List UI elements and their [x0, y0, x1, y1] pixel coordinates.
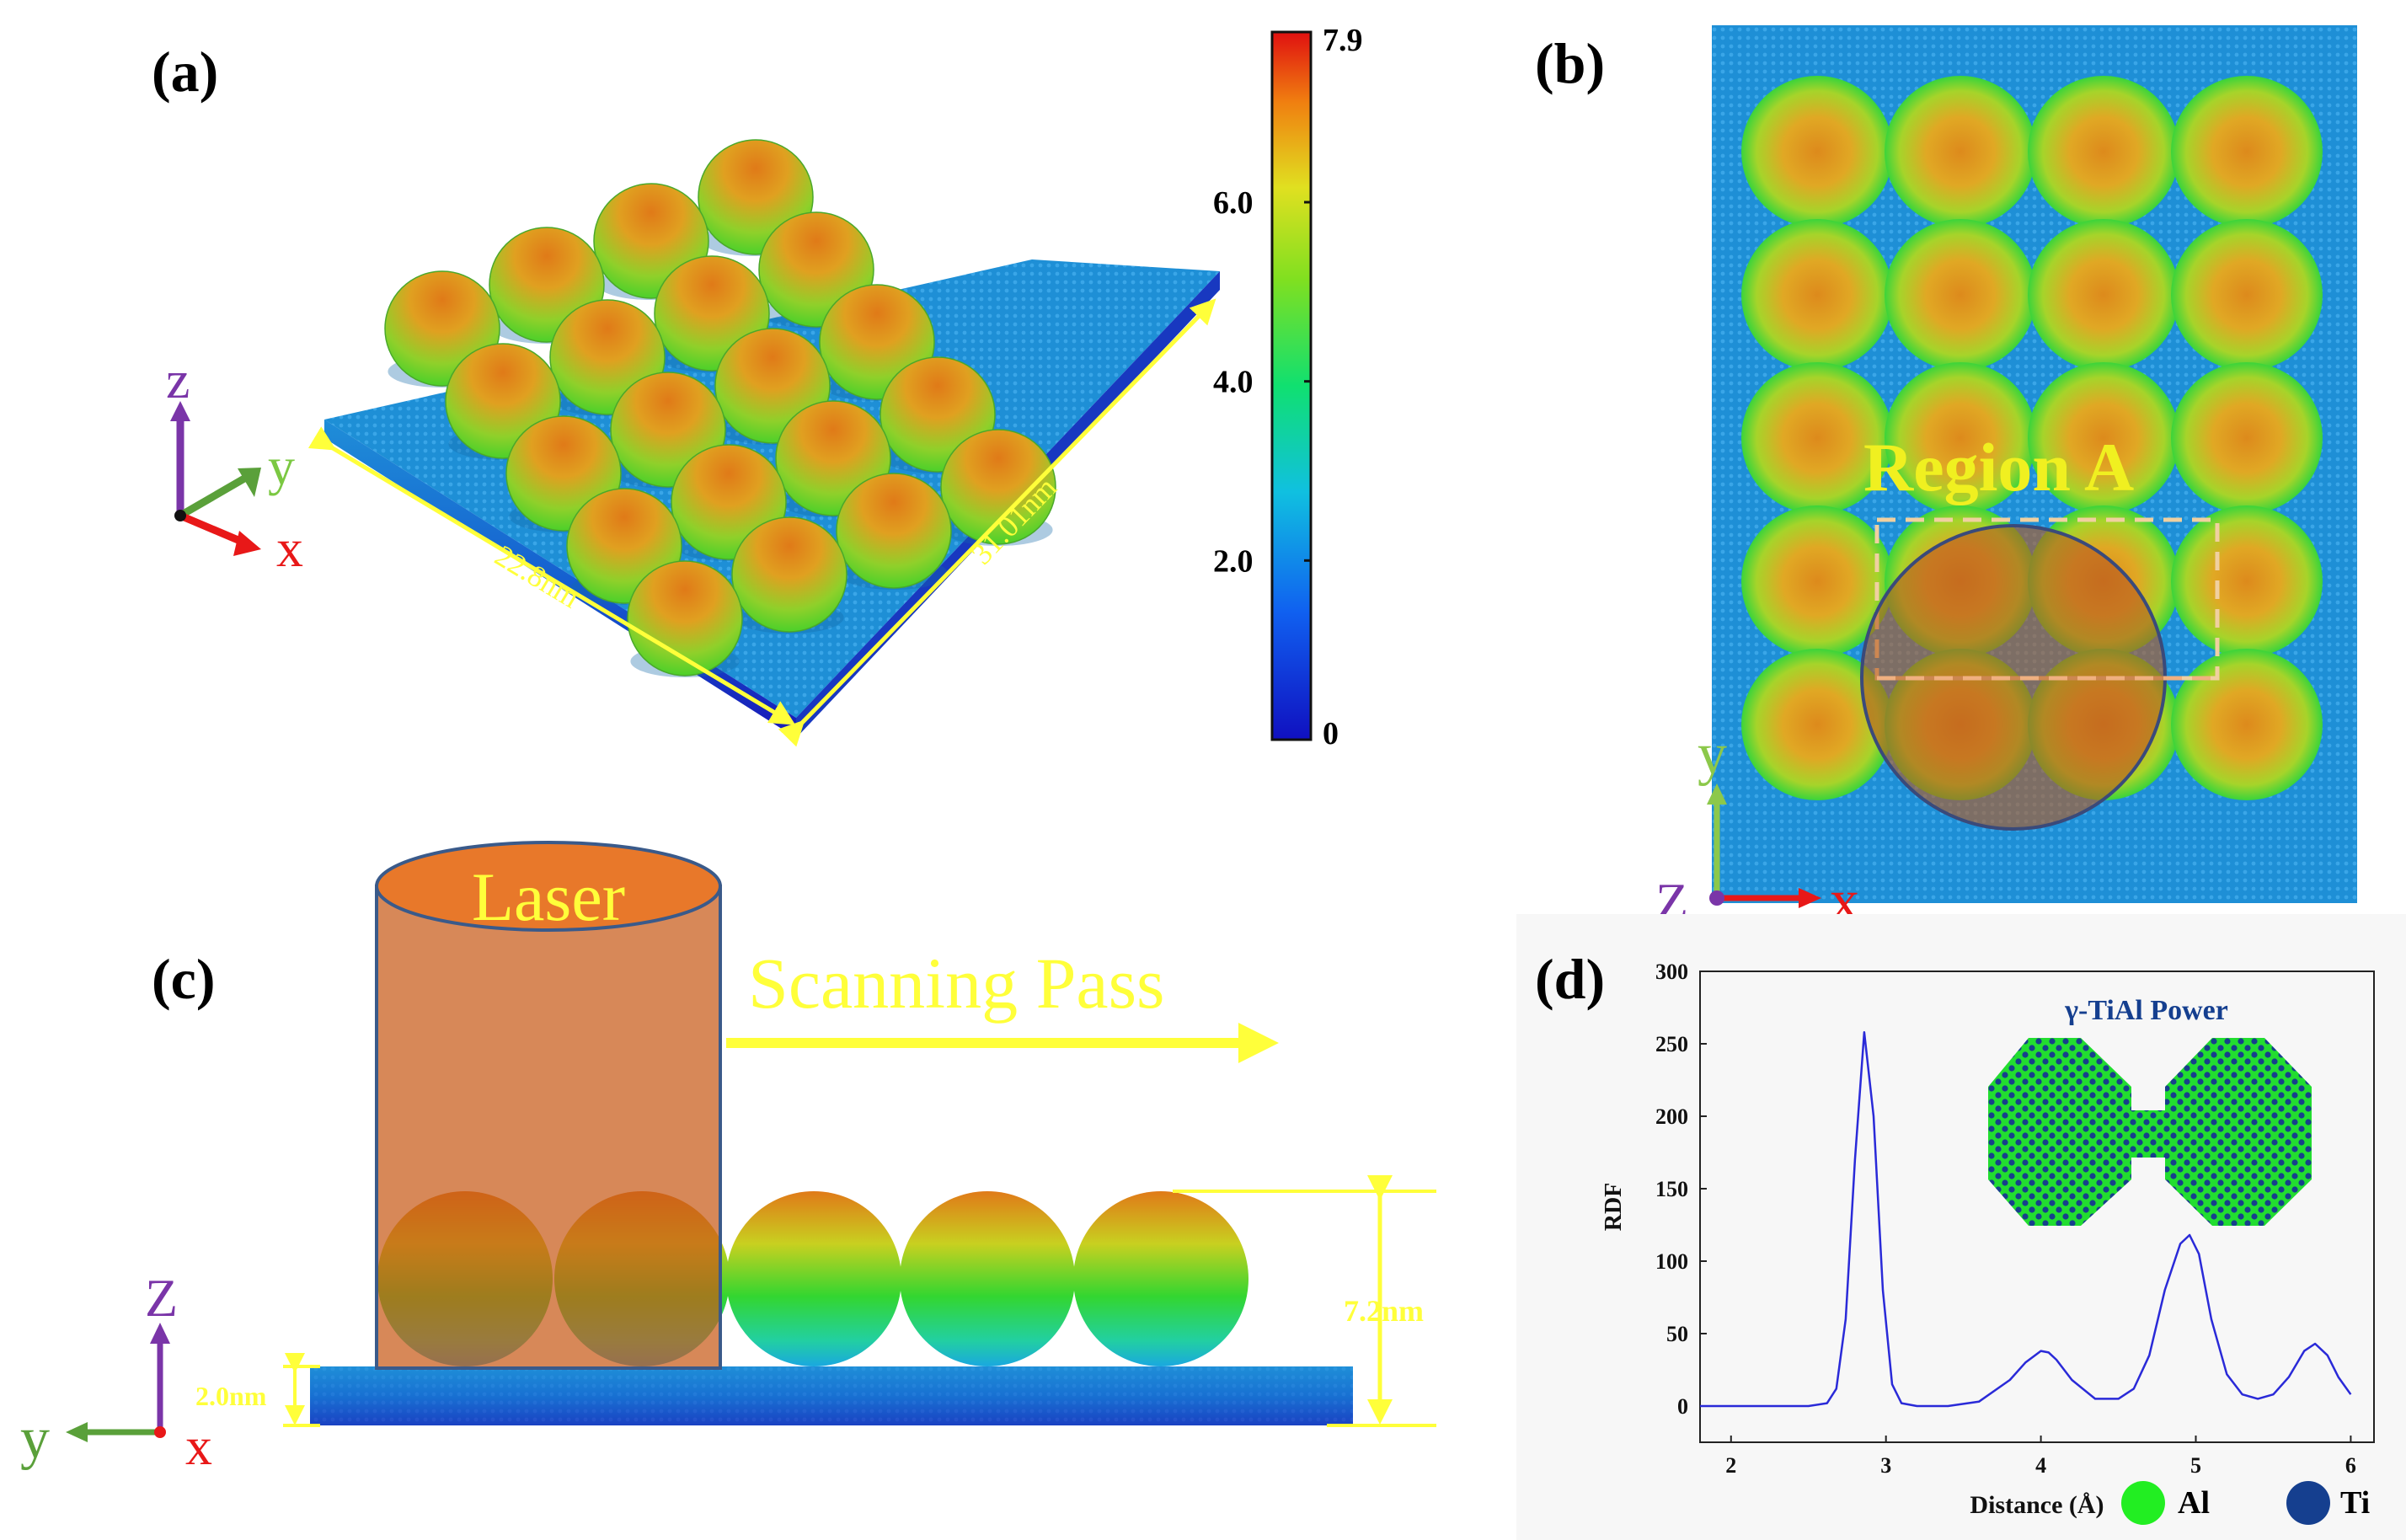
panel-c: (c) Laser Scanning Pass 7.2nm 2.0nm Z y …	[20, 841, 1436, 1476]
x-tick-label: 3	[1880, 1453, 1891, 1478]
axis-x-head	[233, 531, 261, 556]
axis-y-arrow	[178, 475, 247, 519]
scanning-arrow-head	[1238, 1023, 1279, 1063]
tial-particles-inset	[1988, 1038, 2312, 1226]
sphere-array	[384, 139, 1056, 678]
powder-sphere-side	[1073, 1191, 1248, 1366]
y-tick-label: 50	[1666, 1322, 1688, 1346]
rdf-chart: 2 3 4 5 6 0 50 100 150 200 250 300 RDF Distance (Å)	[1601, 960, 2375, 1519]
y-axis-label: RDF	[1601, 1183, 1627, 1232]
axis-z-head-c	[150, 1323, 170, 1344]
panel-d: (d) 2 3 4 5 6 0 50 100 150 200 250 300 RDF Distance (…	[1516, 914, 2406, 1540]
powder-sphere-top	[1741, 505, 1893, 657]
colorbar	[1270, 30, 1313, 741]
powder-sphere-top	[1885, 219, 2036, 371]
powder-sphere-top	[2028, 76, 2179, 227]
powder-sphere-side	[900, 1191, 1075, 1366]
substrate-dots	[310, 1366, 1353, 1425]
legend-ti-label: Ti	[2340, 1485, 2370, 1521]
y-tick-label: 100	[1655, 1249, 1688, 1274]
dim-arrow-y	[778, 298, 1216, 747]
panel-a: (a) 22.8nm 31.01nm z y x 7.9 6.04.02.00	[152, 23, 1363, 751]
tial-neck	[2126, 1110, 2170, 1158]
colorbar-tick-label: 6.0	[1213, 185, 1254, 221]
y-tick-label: 0	[1677, 1394, 1688, 1419]
axis-y-head-b	[1707, 783, 1727, 805]
powder-sphere	[836, 473, 952, 589]
axis-y-head-c	[66, 1422, 88, 1442]
powder-sphere-top	[2028, 362, 2179, 514]
powder-sphere-top	[2171, 219, 2323, 371]
powder-sphere-top	[1885, 76, 2036, 227]
powder-sphere-top	[2171, 76, 2323, 227]
colorbar-tick-label: 0	[1323, 716, 1339, 751]
powder-sphere-top	[1741, 649, 1893, 800]
panel-b: (b) Region A y Z x	[1535, 25, 2357, 933]
powder-sphere-top	[1741, 219, 1893, 371]
powder-sphere-top	[2171, 649, 2323, 800]
x-axis-label: Distance (Å)	[1970, 1491, 2104, 1519]
axis-x-label: x	[276, 518, 303, 578]
x-tick-label: 6	[2345, 1453, 2356, 1478]
powder-sphere-top	[2171, 505, 2323, 657]
powder-sphere	[731, 516, 847, 633]
inset-title: γ-TiAl Power	[2064, 995, 2228, 1026]
powder-sphere-top	[2171, 362, 2323, 514]
laser-beam-body	[375, 885, 722, 1370]
dim-arrow-x	[307, 426, 796, 725]
colorbar-tick-label: 4.0	[1213, 365, 1254, 400]
axis-z-head	[170, 401, 190, 421]
powder-sphere-top	[2028, 219, 2179, 371]
panel-a-label: (a)	[152, 40, 218, 104]
axis-x-label-c: x	[185, 1416, 212, 1476]
powder-sphere-top	[1741, 76, 1893, 227]
region-a-label: Region A	[1863, 429, 2134, 505]
height-total-label: 7.2nm	[1344, 1294, 1424, 1328]
y-tick-label: 300	[1655, 960, 1688, 984]
tial-particle-left	[1988, 1038, 2131, 1226]
colorbar-tick-label: 2.0	[1213, 543, 1254, 579]
y-tick-label: 200	[1655, 1104, 1688, 1129]
colorbar-ticks: 6.0 4.0 2.0 0	[1213, 185, 1339, 751]
axis-z-label: z	[166, 350, 190, 409]
substrate-height-label: 2.0nm	[195, 1381, 267, 1411]
scanning-pass-label: Scanning Pass	[748, 943, 1165, 1024]
x-tick-label: 5	[2190, 1453, 2201, 1478]
powder-sphere-top	[1885, 362, 2036, 514]
axis-y-head	[238, 468, 261, 497]
panel-d-background	[1516, 914, 2406, 1540]
axis-x-arrow	[179, 511, 248, 548]
x-tick-label: 2	[1725, 1453, 1736, 1478]
rdf-series-line	[1700, 1030, 2352, 1408]
plot-frame	[1699, 971, 2375, 1443]
y-tick-label: 150	[1655, 1177, 1688, 1201]
axis-y-label-c: y	[20, 1406, 50, 1471]
tial-particle-right	[2165, 1038, 2312, 1226]
laser-beam-top	[375, 841, 722, 932]
axis-origin-b	[1709, 890, 1724, 906]
y-tick-label: 250	[1655, 1032, 1688, 1056]
x-tick-label: 4	[2035, 1453, 2046, 1478]
axis-x-head-b	[1799, 888, 1821, 908]
panel-d-label: (d)	[1535, 947, 1605, 1011]
axis-origin	[174, 510, 186, 521]
legend-al-marker	[2121, 1481, 2165, 1525]
powder-sphere-side	[726, 1191, 901, 1366]
legend-ti-marker	[2286, 1481, 2330, 1525]
axis-y-label-b: y	[1698, 722, 1727, 787]
panel-b-label: (b)	[1535, 31, 1605, 95]
laser-label: Laser	[472, 858, 625, 935]
axis-origin-c	[154, 1426, 166, 1438]
panel-c-label: (c)	[152, 947, 215, 1011]
axis-z-label-c: Z	[145, 1268, 178, 1328]
powder-sphere-top	[1741, 362, 1893, 514]
legend-al-label: Al	[2178, 1485, 2210, 1521]
colorbar-max: 7.9	[1323, 23, 1363, 58]
axis-y-label: y	[268, 436, 295, 496]
